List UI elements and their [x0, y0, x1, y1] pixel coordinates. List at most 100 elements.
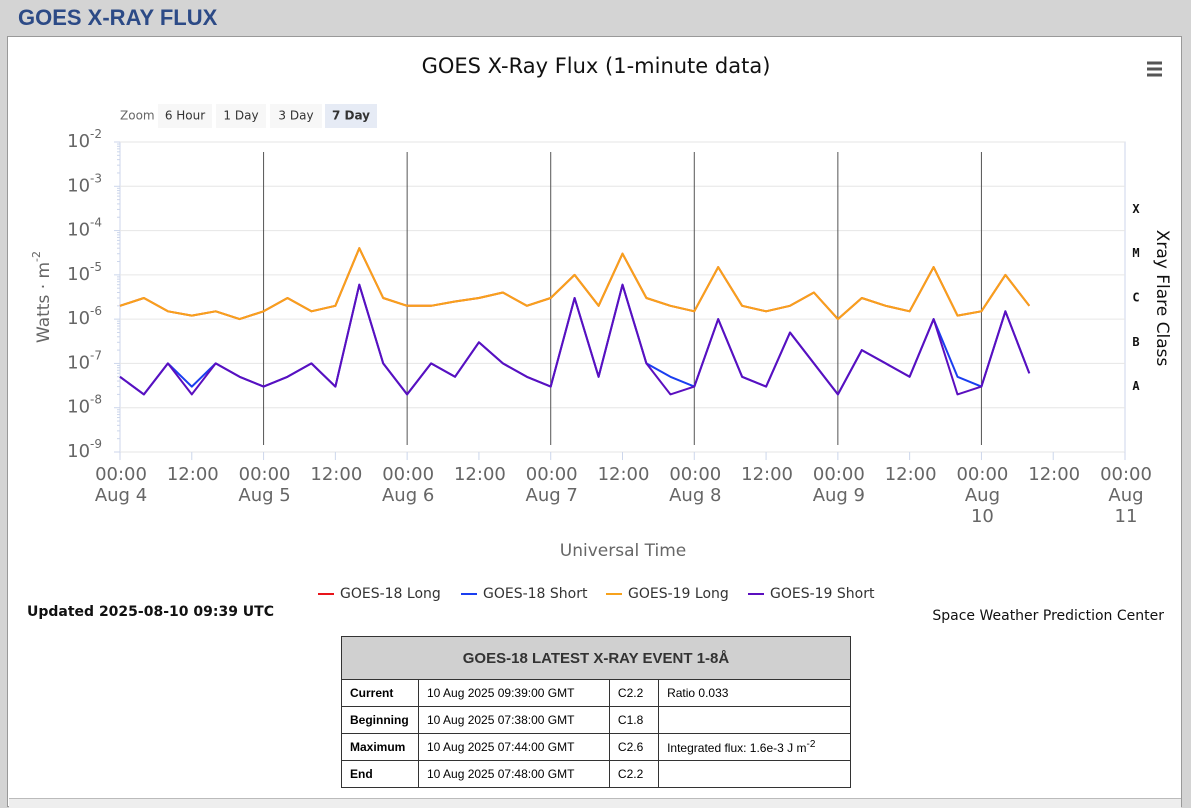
- y-tick-label: 10-3: [67, 171, 102, 197]
- table-cell: End: [341, 760, 419, 788]
- x-tick-label: Aug 8: [669, 485, 721, 506]
- x-tick-label: Aug: [1108, 485, 1143, 506]
- x-tick-label: 00:00: [239, 464, 291, 485]
- y-tick-exponent: -3: [90, 171, 102, 185]
- zoom-button[interactable]: 3 Day: [270, 104, 322, 128]
- legend-item[interactable]: GOES-18 Short: [461, 586, 588, 602]
- y-tick-label: 10-8: [67, 392, 102, 418]
- y2-tick-label: M: [1132, 246, 1139, 260]
- y2-tick-label: X: [1132, 202, 1140, 216]
- y-tick-label: 10-2: [67, 127, 102, 153]
- x-tick-label: 12:00: [454, 464, 506, 485]
- zoom-button[interactable]: 6 Hour: [158, 104, 212, 128]
- legend-label: GOES-19 Long: [628, 586, 729, 602]
- table-cell: Current: [341, 679, 419, 707]
- zoom-button-bg: [270, 104, 322, 128]
- y-tick-base: 10: [67, 131, 90, 152]
- chart: GOES X-Ray Flux (1-minute data) Zoom Uni…: [27, 54, 1172, 624]
- cell-sup: -2: [806, 739, 816, 750]
- zoom-button[interactable]: 7 Day: [325, 104, 377, 128]
- y-tick-base: 10: [67, 264, 90, 285]
- series-line: [119, 247, 1031, 321]
- table-cell: Ratio 0.033: [658, 679, 851, 707]
- zoom-button-label: 1 Day: [223, 109, 258, 123]
- legend-item[interactable]: GOES-19 Long: [606, 586, 729, 602]
- y2-axis-label: Xray Flare Class: [1152, 230, 1172, 367]
- x-tick-label: 00:00: [813, 464, 865, 485]
- y-tick-exponent: -2: [90, 127, 102, 141]
- zoom-button-bg: [325, 104, 377, 128]
- y-tick-base: 10: [67, 175, 90, 196]
- y-tick-base: 10: [67, 308, 90, 329]
- chart-title: GOES X-Ray Flux (1-minute data): [422, 54, 771, 78]
- footer-bar: [9, 798, 1181, 808]
- zoom-button-label: 6 Hour: [165, 109, 205, 123]
- x-axis-label: Universal Time: [560, 541, 686, 561]
- table-cell: C2.2: [608, 760, 660, 788]
- plot-area: [119, 141, 1126, 453]
- table-cell: Maximum: [341, 733, 419, 761]
- x-tick-label: Aug 6: [382, 485, 434, 506]
- x-tick-label: Aug 5: [238, 485, 290, 506]
- x-tick-label: 12:00: [167, 464, 219, 485]
- table-header-row: GOES-18 LATEST X-RAY EVENT 1-8Å: [341, 636, 851, 680]
- table-cell: [658, 760, 851, 788]
- legend-item[interactable]: GOES-19 Short: [748, 586, 875, 602]
- legend-item[interactable]: GOES-18 Long: [318, 586, 441, 602]
- table-row: Beginning 10 Aug 2025 07:38:00 GMT C1.8: [341, 706, 851, 734]
- x-tick-label: 00:00: [956, 464, 1008, 485]
- x-tick-label: Aug 4: [95, 485, 147, 506]
- x-tick-label: 00:00: [1100, 464, 1152, 485]
- zoom-button[interactable]: 1 Day: [216, 104, 266, 128]
- cell-text: Integrated flux: 1.6e-3 J m: [667, 741, 807, 755]
- y-tick-base: 10: [67, 441, 90, 462]
- y-tick-label: 10-7: [67, 348, 102, 374]
- y-tick-exponent: -8: [90, 392, 102, 406]
- x-tick-label: 00:00: [526, 464, 578, 485]
- y2-tick-label: A: [1132, 379, 1140, 393]
- y-tick-base: 10: [67, 397, 90, 418]
- page-title: GOES X-RAY FLUX: [18, 5, 218, 30]
- y-tick-label: 10-4: [67, 215, 102, 241]
- x-tick-label: 12:00: [598, 464, 650, 485]
- zoom-label: Zoom: [120, 109, 155, 123]
- table-row: Maximum 10 Aug 2025 07:44:00 GMT C2.6 Integ…: [341, 733, 851, 761]
- x-tick-label: Aug 7: [526, 485, 578, 506]
- table-row: Current 10 Aug 2025 09:39:00 GMT C2.2 Ratio…: [341, 679, 851, 707]
- table-cell: 10 Aug 2025 07:48:00 GMT: [418, 760, 610, 788]
- zoom-button-bg: [158, 104, 212, 128]
- updated-text: Updated 2025-08-10 09:39 UTC: [27, 604, 274, 620]
- y-tick-label: 10-5: [67, 259, 102, 285]
- y-axis-label: Watts · m-2: [30, 251, 54, 343]
- legend-label: GOES-19 Short: [770, 586, 875, 602]
- x-tick-label: Aug: [965, 485, 1000, 506]
- event-table: GOES-18 LATEST X-RAY EVENT 1-8Å Current 10…: [341, 636, 851, 788]
- y-tick-base: 10: [67, 220, 90, 241]
- x-tick-label: 12:00: [1028, 464, 1080, 485]
- table-cell: Integrated flux: 1.6e-3 J m-2: [658, 733, 851, 761]
- y2-tick-label: C: [1132, 291, 1139, 305]
- x-tick-label: 10: [971, 506, 994, 527]
- table-cell: [658, 706, 851, 734]
- zoom-button-label: 3 Day: [278, 109, 313, 123]
- y-tick-exponent: -5: [90, 259, 102, 273]
- y-tick-base: 10: [67, 352, 90, 373]
- table-cell: 10 Aug 2025 07:44:00 GMT: [418, 733, 610, 761]
- table-cell: Beginning: [341, 706, 419, 734]
- zoom-button-bg: [216, 104, 266, 128]
- x-tick-label: Aug 9: [813, 485, 865, 506]
- table-title: GOES-18 LATEST X-RAY EVENT 1-8Å: [341, 636, 851, 680]
- credit-text: Space Weather Prediction Center: [932, 608, 1164, 624]
- table-cell: C2.2: [608, 679, 660, 707]
- x-tick-label: 12:00: [885, 464, 937, 485]
- x-tick-label: 11: [1115, 506, 1138, 527]
- x-tick-label: 00:00: [382, 464, 434, 485]
- table-cell: 10 Aug 2025 07:38:00 GMT: [418, 706, 610, 734]
- y-tick-exponent: -4: [90, 215, 102, 229]
- series-line: [119, 283, 1031, 396]
- legend-label: GOES-18 Short: [483, 586, 588, 602]
- zoom-button-label: 7 Day: [332, 109, 370, 123]
- menu-button[interactable]: [1141, 56, 1167, 80]
- table-cell: 10 Aug 2025 09:39:00 GMT: [418, 679, 610, 707]
